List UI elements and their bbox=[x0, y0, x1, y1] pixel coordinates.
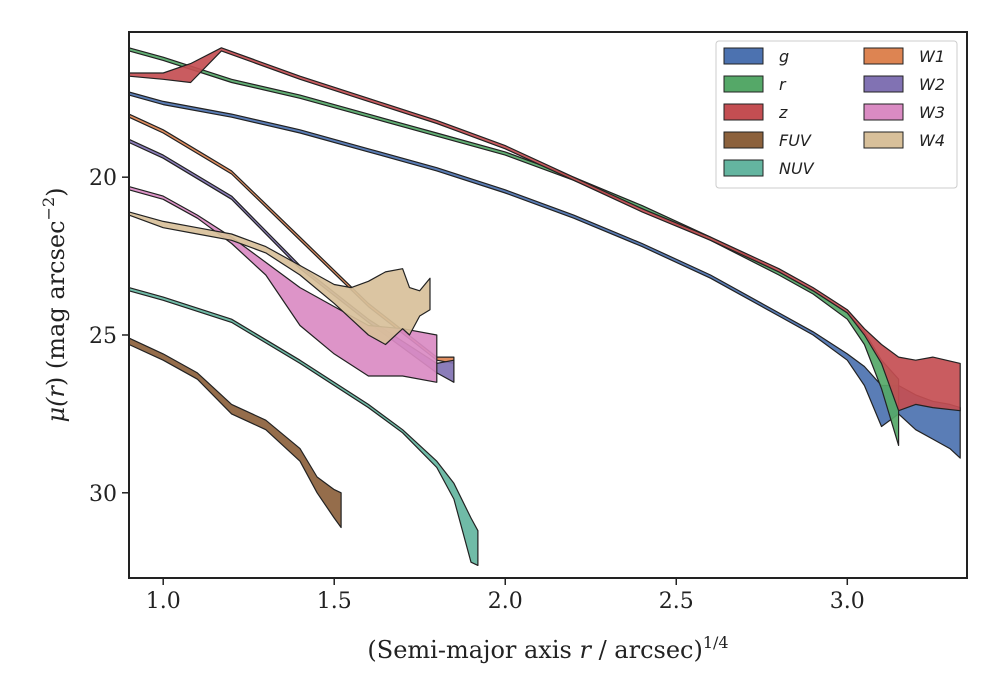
legend-swatch-z bbox=[723, 103, 764, 121]
legend-swatch-w1 bbox=[863, 47, 904, 65]
x-tick-label: 1.0 bbox=[146, 589, 181, 614]
legend-label-w4: W4 bbox=[919, 131, 945, 150]
x-axis-ticks: 1.0 1.5 2.0 2.5 3.0 bbox=[146, 578, 865, 614]
legend-label-w2: W2 bbox=[919, 75, 945, 94]
legend-label-fuv: FUV bbox=[779, 131, 812, 150]
legend-swatch-nuv bbox=[723, 159, 764, 177]
legend-label-w3: W3 bbox=[919, 103, 945, 122]
legend-swatch-fuv bbox=[723, 131, 764, 149]
band-w4 bbox=[128, 211, 431, 346]
legend-swatch-g bbox=[723, 47, 764, 65]
x-axis-label: (Semi-major axis r / arcsec)1/4 bbox=[367, 633, 728, 664]
band-w3 bbox=[128, 186, 438, 383]
legend-label-g: g bbox=[779, 47, 789, 66]
band-r bbox=[128, 47, 900, 446]
legend-swatch-w4 bbox=[863, 131, 904, 149]
band-z bbox=[128, 47, 961, 412]
x-tick-label: 2.0 bbox=[488, 589, 523, 614]
legend-label-r: r bbox=[779, 75, 787, 94]
legend-swatch-w3 bbox=[863, 103, 904, 121]
legend-swatch-w2 bbox=[863, 75, 904, 93]
x-tick-label: 1.5 bbox=[317, 589, 352, 614]
y-tick-label: 25 bbox=[89, 324, 117, 349]
plot-frame bbox=[128, 31, 968, 579]
legend-label-nuv: NUV bbox=[779, 159, 815, 178]
x-tick-label: 3.0 bbox=[830, 589, 865, 614]
x-tick-label: 2.5 bbox=[659, 589, 694, 614]
y-tick-label: 30 bbox=[89, 482, 117, 507]
y-tick-label: 20 bbox=[89, 166, 117, 191]
y-axis-label: μ(r) (mag arcsec−2) bbox=[39, 187, 70, 422]
profile-bands bbox=[128, 47, 961, 566]
band-nuv bbox=[128, 287, 479, 566]
legend-label-w1: W1 bbox=[919, 47, 945, 66]
legend: grz FUV NUV W1 W2 W3 W4 bbox=[715, 40, 958, 189]
legend-swatch-r bbox=[723, 75, 764, 93]
band-fuv bbox=[128, 337, 342, 529]
y-axis-ticks: 20 25 30 bbox=[89, 166, 129, 507]
band-g bbox=[128, 91, 961, 459]
legend-label-z: z bbox=[778, 103, 788, 122]
